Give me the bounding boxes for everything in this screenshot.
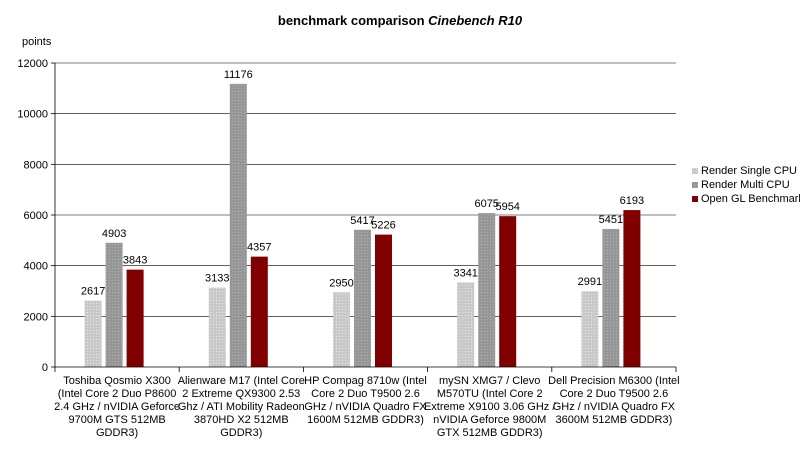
bar-render-multi-cpu — [478, 213, 496, 367]
category-label-line: M570TU (Intel Core 2 — [437, 388, 543, 400]
y-tick-label: 0 — [42, 362, 48, 374]
chart-title-italic: Cinebench R10 — [428, 13, 523, 28]
bar-render-multi-cpu — [229, 83, 247, 367]
category-label-line: 2.4 GHz / nVIDIA Geforce — [54, 401, 180, 413]
category-label: mySN XMG7 / Clevo M570TU (Intel Core 2 Ext… — [424, 375, 556, 439]
bar-open-gl-benchmark — [499, 216, 517, 367]
category-label-line: nVIDIA Geforce 9800M — [433, 414, 546, 426]
data-labels: 2617 3133 2950 3341 2991 4903 11176 5417 6075 545… — [81, 69, 644, 298]
legend-label: Open GL Benchmark — [701, 193, 800, 205]
category-label-line: GHz / nVIDIA Quadro FX — [553, 401, 676, 413]
category-label-line: Extreme X9100 3.06 GHz / — [424, 401, 556, 413]
bar-render-multi-cpu — [105, 242, 123, 367]
legend-label: Render Multi CPU — [701, 179, 790, 191]
y-tick-label: 4000 — [24, 261, 48, 273]
category-label-line: (Intel Core 2 Duo P8600 — [58, 388, 177, 400]
category-label-line: GDDR3) — [96, 427, 138, 439]
bar-render-multi-cpu — [602, 228, 620, 367]
category-label-line: HP Compag 8710w (Intel — [304, 375, 427, 387]
bar-render-single-cpu — [457, 282, 475, 367]
category-label-line: 3870HD X2 512MB — [194, 414, 289, 426]
y-axis-label: points — [22, 36, 52, 48]
chart-title-main: benchmark comparison — [278, 13, 425, 28]
bar-render-multi-cpu — [354, 229, 371, 367]
data-label: 2617 — [81, 286, 105, 298]
data-label: 5954 — [495, 201, 519, 213]
category-label-line: mySN XMG7 / Clevo — [439, 375, 540, 387]
legend-swatch — [692, 196, 698, 202]
data-label: 6193 — [620, 195, 644, 207]
chart-title: benchmark comparison Cinebench R10 — [278, 13, 523, 28]
y-tick-label: 8000 — [24, 159, 48, 171]
data-label: 5451 — [599, 214, 623, 226]
y-tick-label: 6000 — [24, 210, 48, 222]
data-label: 4903 — [102, 228, 126, 240]
category-label-line: Dell Precision M6300 (Intel — [548, 375, 679, 387]
category-label: HP Compag 8710w (Intel Core 2 Duo T9500 2… — [304, 375, 427, 426]
y-tick-label: 2000 — [24, 311, 48, 323]
bar-open-gl-benchmark — [623, 210, 641, 367]
category-label-line: Alienware M17 (Intel Core — [178, 375, 305, 387]
y-axis-ticks: 0 2000 4000 6000 8000 10000 12000 — [17, 58, 55, 374]
data-label: 3341 — [453, 267, 477, 279]
category-label-line: Toshiba Qosmio X300 — [63, 375, 171, 387]
category-label-line: Core 2 Duo T9500 2.6 — [560, 388, 669, 400]
bar-open-gl-benchmark — [126, 269, 144, 367]
y-tick-label: 10000 — [17, 109, 48, 121]
category-label-line: 1600M 512MB GDDR3) — [307, 414, 424, 426]
data-label: 4357 — [247, 242, 271, 254]
category-label: Toshiba Qosmio X300 (Intel Core 2 Duo P86… — [54, 375, 180, 439]
data-label: 6075 — [474, 198, 498, 210]
gridlines — [55, 62, 676, 317]
data-label: 2950 — [329, 277, 353, 289]
data-label: 11176 — [224, 69, 253, 81]
legend-swatch — [692, 182, 698, 188]
y-tick-label: 12000 — [17, 58, 48, 70]
category-label-line: GDDR3) — [220, 427, 262, 439]
category-label-line: GHz / nVIDIA Quadro FX — [304, 401, 427, 413]
category-label-line: Ghz / ATI Mobility Radeon — [178, 401, 305, 413]
bar-render-single-cpu — [84, 300, 102, 367]
bar-render-single-cpu — [208, 287, 226, 367]
category-label-line: GTX 512MB GDDR3) — [437, 427, 543, 439]
bar-open-gl-benchmark — [250, 256, 268, 367]
legend-label: Render Single CPU — [701, 165, 797, 177]
bar-render-single-cpu — [581, 291, 599, 367]
category-label: Alienware M17 (Intel Core 2 Extreme QX930… — [178, 375, 305, 439]
category-label-line: 2 Extreme QX9300 2.53 — [182, 388, 300, 400]
data-label: 2991 — [578, 276, 602, 288]
category-label-line: 9700M GTS 512MB — [68, 414, 165, 426]
legend: Render Single CPU Render Multi CPU Open GL… — [692, 165, 800, 205]
bar-open-gl-benchmark — [375, 234, 392, 367]
bar-render-single-cpu — [333, 292, 350, 367]
category-label-line: 3600M 512MB GDDR3) — [556, 414, 673, 426]
data-label: 5417 — [350, 215, 374, 227]
category-label: Dell Precision M6300 (Intel Core 2 Duo T9… — [548, 375, 679, 426]
category-labels: Toshiba Qosmio X300 (Intel Core 2 Duo P86… — [54, 375, 680, 439]
legend-swatch — [692, 168, 698, 174]
data-label: 3843 — [123, 255, 147, 267]
bars — [84, 83, 641, 367]
data-label: 3133 — [205, 273, 229, 285]
axes — [54, 63, 677, 372]
category-label-line: Core 2 Duo T9500 2.6 — [311, 388, 420, 400]
data-label: 5226 — [371, 220, 395, 232]
